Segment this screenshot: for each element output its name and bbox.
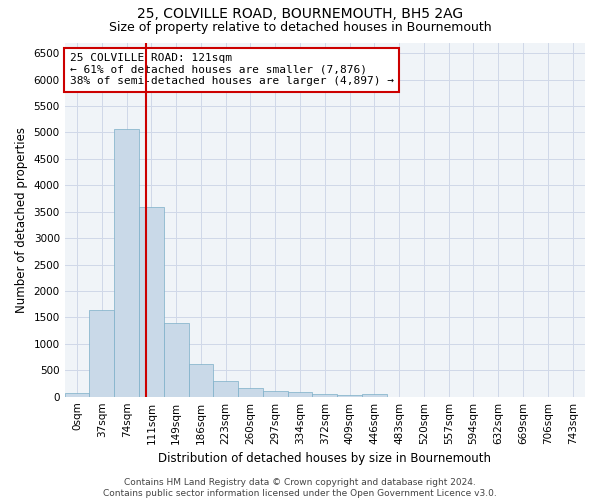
Bar xyxy=(164,322,188,396)
Text: 25, COLVILLE ROAD, BOURNEMOUTH, BH5 2AG: 25, COLVILLE ROAD, BOURNEMOUTH, BH5 2AG xyxy=(137,8,463,22)
Y-axis label: Number of detached properties: Number of detached properties xyxy=(15,126,28,312)
Bar xyxy=(89,310,114,396)
Bar xyxy=(214,382,238,396)
Bar xyxy=(238,388,263,396)
Bar xyxy=(287,392,313,396)
Bar xyxy=(114,129,139,396)
Bar xyxy=(337,395,362,396)
X-axis label: Distribution of detached houses by size in Bournemouth: Distribution of detached houses by size … xyxy=(158,452,491,465)
Bar xyxy=(139,207,164,396)
Text: Size of property relative to detached houses in Bournemouth: Size of property relative to detached ho… xyxy=(109,21,491,34)
Bar xyxy=(313,394,337,396)
Bar xyxy=(362,394,387,396)
Text: Contains HM Land Registry data © Crown copyright and database right 2024.
Contai: Contains HM Land Registry data © Crown c… xyxy=(103,478,497,498)
Bar xyxy=(188,364,214,396)
Bar xyxy=(65,392,89,396)
Bar xyxy=(263,391,287,396)
Text: 25 COLVILLE ROAD: 121sqm
← 61% of detached houses are smaller (7,876)
38% of sem: 25 COLVILLE ROAD: 121sqm ← 61% of detach… xyxy=(70,53,394,86)
